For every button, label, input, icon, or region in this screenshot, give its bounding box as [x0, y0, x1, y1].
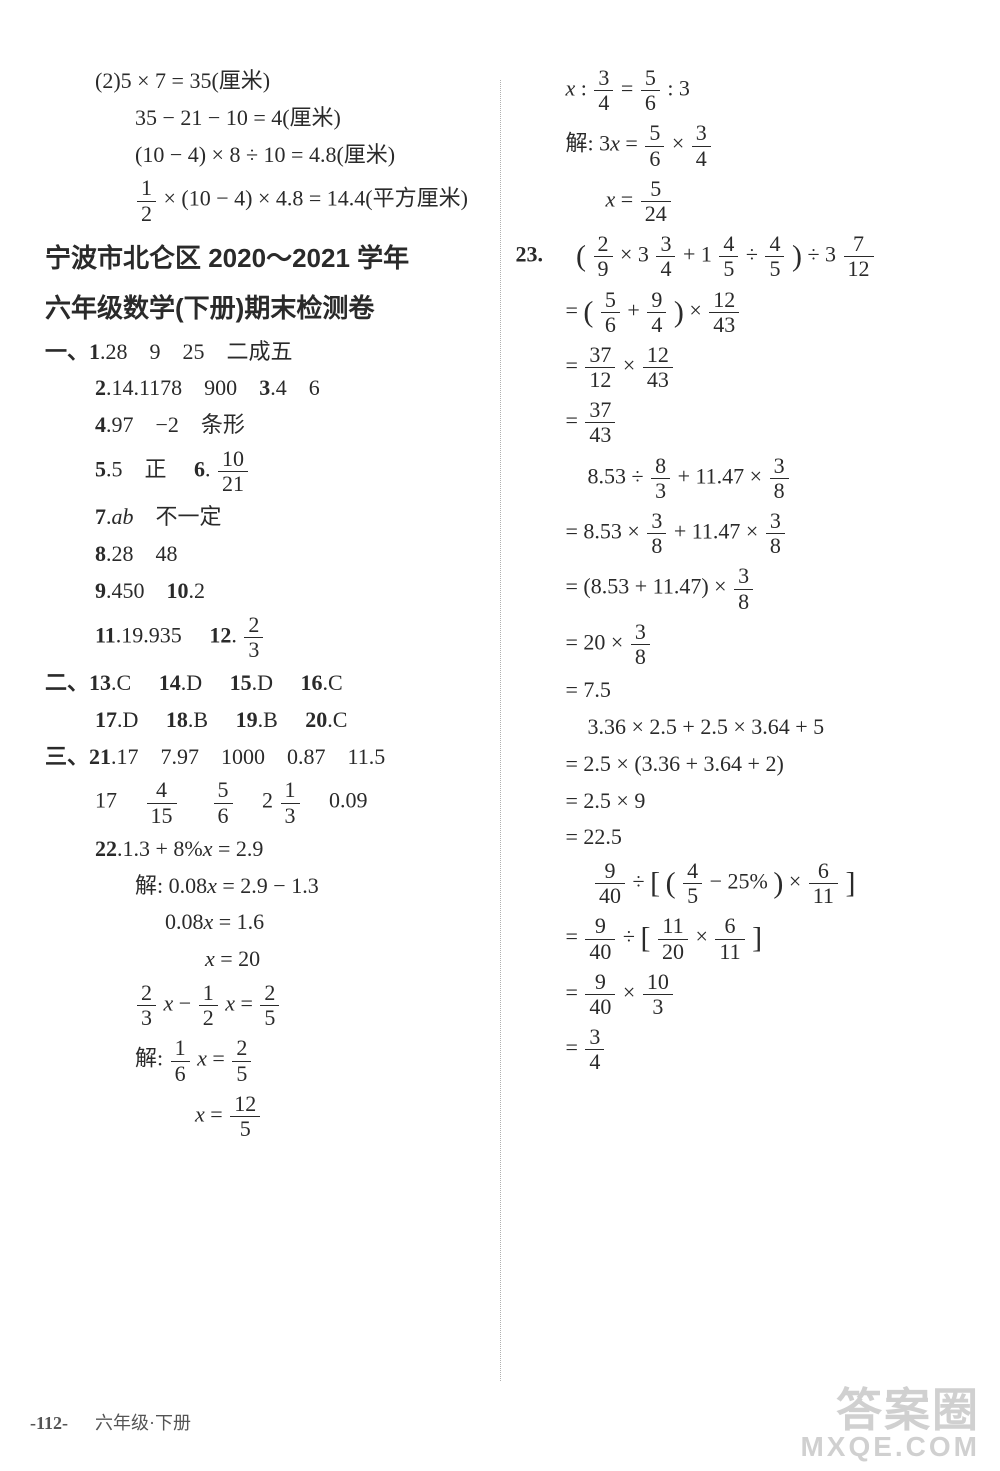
eq-line: = 7.5 [516, 675, 956, 706]
left-column: (2)5 × 7 = 35(厘米) 35 − 21 − 10 = 4(厘米) (… [30, 60, 500, 1441]
answer-line: 17.D 18.B 19.B 20.C [45, 705, 485, 736]
right-column: x : 34 = 56 : 3 解: 3x = 56 × 34 x = 524 … [501, 60, 971, 1441]
answer-line: 8.28 48 [45, 539, 485, 570]
answer-line: 2.14.1178 900 3.4 6 [45, 373, 485, 404]
eq-line: = ( 56 + 94 ) × 1243 [516, 288, 956, 337]
eq-line: 8.53 ÷ 83 + 11.47 × 38 [516, 454, 956, 503]
eq-line: x : 34 = 56 : 3 [516, 66, 956, 115]
eq-line: = 3743 [516, 398, 956, 447]
eq-line: = 34 [516, 1025, 956, 1074]
exam-title-1: 宁波市北仑区 2020～2021 学年 [45, 240, 485, 276]
eq-line: 23 x − 12 x = 25 [45, 981, 485, 1030]
eq-line: 940 ÷ [ ( 45 − 25% ) × 611 ] [516, 859, 956, 908]
eq-line: x = 125 [45, 1092, 485, 1141]
answer-line: 17 415 56 2 13 0.09 [45, 778, 485, 827]
eq-line: x = 20 [45, 944, 485, 975]
eq-line: = 22.5 [516, 822, 956, 853]
eq-line: = 3712 × 1243 [516, 343, 956, 392]
text-line: 35 − 21 − 10 = 4(厘米) [45, 103, 485, 134]
page: (2)5 × 7 = 35(厘米) 35 − 21 − 10 = 4(厘米) (… [0, 0, 1000, 1471]
eq-line: = (8.53 + 11.47) × 38 [516, 564, 956, 613]
text: × (10 − 4) × 4.8 = 14.4(平方厘米) [164, 186, 468, 211]
eq-line: = 8.53 × 38 + 11.47 × 38 [516, 509, 956, 558]
text-line: 12 × (10 − 4) × 4.8 = 14.4(平方厘米) [45, 176, 485, 225]
eq-line: = 940 ÷ [ 1120 × 611 ] [516, 914, 956, 963]
answer-line: 5.5 正 6. 1021 [45, 447, 485, 496]
eq-line: 0.08x = 1.6 [45, 907, 485, 938]
answer-line: 9.450 10.2 [45, 576, 485, 607]
answer-line: 7.ab 不一定 [45, 502, 485, 533]
answer-line: 22.1.3 + 8%x = 2.9 [45, 834, 485, 865]
answer-line: 23. ( 29 × 3 34 + 1 45 ÷ 45 ) ÷ 3 712 [516, 232, 956, 281]
page-footer: -112- 六年级·下册 [30, 1409, 191, 1435]
text-line: (10 − 4) × 8 ÷ 10 = 4.8(厘米) [45, 140, 485, 171]
eq-line: = 20 × 38 [516, 620, 956, 669]
answer-line: 一、1.28 9 25 二成五 [45, 337, 485, 368]
answer-line: 三、21.17 7.97 1000 0.87 11.5 [45, 742, 485, 773]
eq-line: 3.36 × 2.5 + 2.5 × 3.64 + 5 [516, 712, 956, 743]
eq-line: x = 524 [516, 177, 956, 226]
text-line: (2)5 × 7 = 35(厘米) [45, 66, 485, 97]
exam-title-2: 六年级数学(下册)期末检测卷 [45, 290, 485, 326]
eq-line: 解: 3x = 56 × 34 [516, 121, 956, 170]
eq-line: 解: 0.08x = 2.9 − 1.3 [45, 871, 485, 902]
eq-line: = 2.5 × (3.36 + 3.64 + 2) [516, 749, 956, 780]
eq-line: 解: 16 x = 25 [45, 1036, 485, 1085]
watermark: 答案圈 MXQE.COM [800, 1387, 980, 1461]
answer-line: 4.97 −2 条形 [45, 410, 485, 441]
eq-line: = 2.5 × 9 [516, 786, 956, 817]
answer-line: 二、13.C 14.D 15.D 16.C [45, 668, 485, 699]
answer-line: 11.19.935 12. 23 [45, 613, 485, 662]
eq-line: = 940 × 103 [516, 970, 956, 1019]
